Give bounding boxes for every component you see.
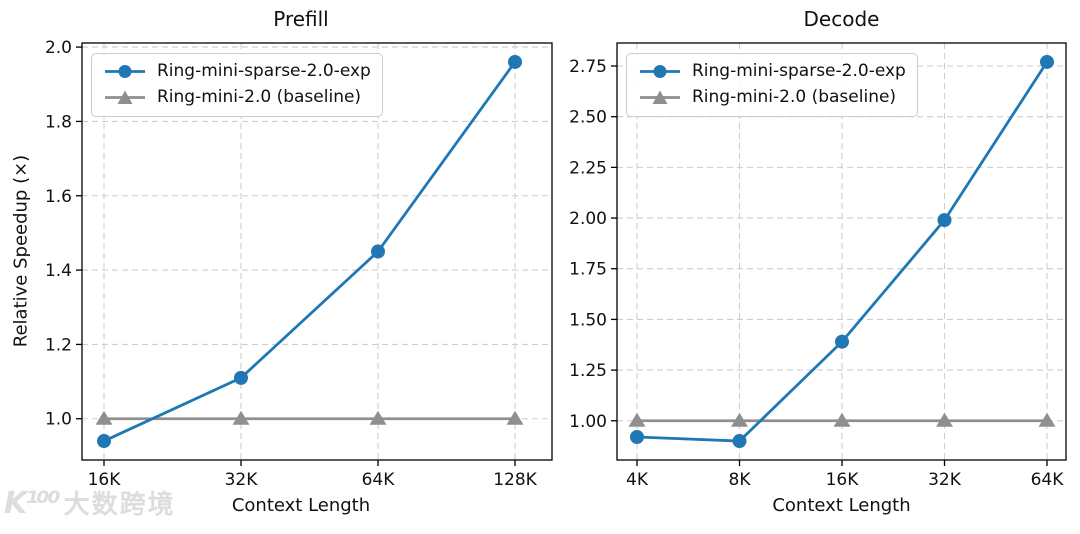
decode-legend: Ring-mini-sparse-2.0-exp Ring-mini-2.0 (…	[626, 53, 918, 117]
legend-item-baseline: Ring-mini-2.0 (baseline)	[638, 87, 906, 108]
data-point-baseline	[506, 410, 524, 425]
y-tick-label: 1.00	[569, 412, 607, 432]
data-point-sparse	[1040, 54, 1054, 69]
y-tick-label: 1.2	[45, 335, 72, 355]
legend-item-baseline: Ring-mini-2.0 (baseline)	[103, 87, 371, 108]
x-tick-label: 64K	[1031, 470, 1065, 490]
decode-chart-title: Decode	[803, 7, 880, 31]
data-point-sparse	[835, 334, 849, 349]
data-point-sparse	[630, 429, 644, 444]
legend-item-sparse: Ring-mini-sparse-2.0-exp	[638, 61, 906, 82]
data-point-sparse	[371, 244, 385, 259]
data-point-baseline	[95, 410, 113, 425]
y-tick-label: 2.25	[569, 158, 607, 178]
x-tick-label: 16K	[826, 470, 860, 490]
legend-label-baseline: Ring-mini-2.0 (baseline)	[692, 87, 897, 108]
x-tick-label: 64K	[362, 470, 396, 490]
y-tick-label: 1.25	[569, 361, 607, 381]
x-tick-label: 32K	[225, 470, 259, 490]
decode-x-axis-label: Context Length	[772, 495, 911, 516]
data-point-baseline	[628, 412, 646, 427]
legend-label-sparse: Ring-mini-sparse-2.0-exp	[692, 61, 906, 81]
line-circle-marker-icon	[105, 65, 145, 79]
y-tick-label: 2.75	[569, 57, 607, 77]
plot-border	[81, 42, 553, 461]
data-point-sparse	[97, 434, 111, 449]
y-tick-label: 1.0	[45, 410, 72, 430]
y-tick-label: 1.4	[45, 261, 72, 281]
x-tick-label: 128K	[493, 470, 537, 490]
y-tick-label: 2.0	[45, 38, 72, 58]
data-point-baseline	[731, 412, 748, 427]
data-point-sparse	[937, 213, 952, 228]
data-point-baseline	[936, 412, 953, 427]
data-point-sparse	[234, 370, 248, 385]
x-tick-label: 4K	[626, 470, 649, 490]
prefill-chart-title: Prefill	[273, 7, 329, 31]
legend-item-sparse: Ring-mini-sparse-2.0-exp	[103, 61, 371, 82]
watermark-logo: K¹⁰⁰	[4, 486, 61, 521]
y-tick-label: 1.75	[569, 260, 607, 280]
x-tick-label: 8K	[729, 470, 752, 490]
data-point-sparse	[508, 54, 522, 69]
data-point-baseline	[232, 410, 250, 425]
line-circle-marker-icon	[640, 65, 680, 79]
watermark-text: 大数跨境	[63, 490, 176, 520]
x-tick-label: 32K	[928, 470, 962, 490]
y-tick-label: 1.6	[45, 187, 72, 207]
data-point-baseline	[369, 410, 387, 425]
data-point-sparse	[732, 434, 747, 449]
prefill-x-axis-label: Context Length	[231, 495, 371, 516]
y-tick-label: 2.50	[569, 108, 607, 128]
y-tick-label: 1.50	[569, 310, 607, 330]
y-axis-label: Relative Speedup (×)	[10, 154, 32, 348]
line-triangle-marker-icon	[105, 90, 145, 105]
data-point-baseline	[1038, 412, 1056, 427]
y-tick-label: 2.00	[569, 209, 607, 229]
watermark: K¹⁰⁰ 大数跨境	[4, 484, 176, 521]
y-tick-label: 1.8	[45, 112, 72, 132]
legend-label-sparse: Ring-mini-sparse-2.0-exp	[157, 61, 371, 81]
legend-label-baseline: Ring-mini-2.0 (baseline)	[157, 87, 362, 108]
line-triangle-marker-icon	[640, 90, 680, 105]
x-tick-label: 16K	[88, 470, 122, 490]
prefill-legend: Ring-mini-sparse-2.0-exp Ring-mini-2.0 (…	[91, 53, 383, 117]
data-point-baseline	[833, 412, 851, 427]
series-line-sparse	[103, 61, 517, 443]
